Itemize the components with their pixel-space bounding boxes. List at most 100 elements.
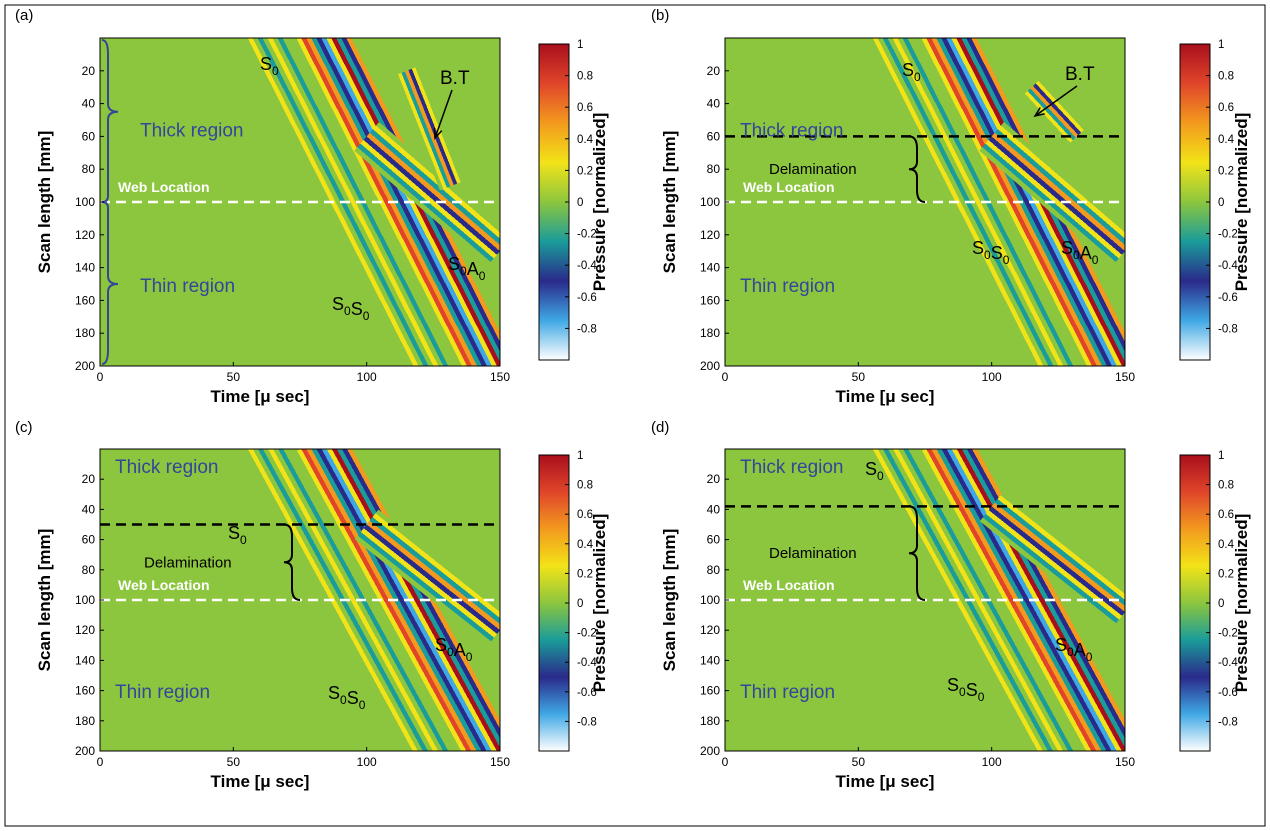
figure-border	[4, 4, 1266, 827]
mode-label-s0: S0	[228, 523, 247, 547]
x-tick-label: 0	[97, 370, 104, 384]
delamination-label: Delamination	[144, 554, 232, 571]
mode-label-s0: S0	[865, 459, 884, 483]
delamination-brace	[283, 523, 301, 601]
wave-packet	[1022, 78, 1087, 146]
colorbar-tick-label: -0.6	[1218, 292, 1238, 304]
y-tick-label: 40	[82, 97, 96, 111]
mode-label-s0a0: S0A0	[1061, 238, 1099, 267]
x-tick-label: 150	[1115, 370, 1135, 384]
mode-label-bt: B.T	[440, 68, 470, 89]
thin-region-label: Thin region	[140, 276, 235, 297]
colorbar-tick-label: -0.4	[1218, 260, 1238, 272]
panel-label: (d)	[651, 419, 669, 436]
y-axis-title: Scan length [mm]	[660, 131, 679, 274]
panel-c: (c) Web Location Delamination Thick region T…	[15, 419, 609, 791]
thick-region-label: Thick region	[740, 457, 844, 478]
y-tick-label: 120	[700, 623, 720, 637]
mode-label-s0: S0	[260, 54, 279, 78]
thin-region-label: Thin region	[115, 682, 210, 703]
x-tick-label: 150	[490, 755, 510, 769]
x-tick-label: 100	[357, 755, 377, 769]
y-tick-label: 80	[707, 563, 721, 577]
x-axis-title: Time [μ sec]	[211, 772, 310, 791]
y-tick-label: 40	[82, 502, 96, 516]
mode-label-s0a0: S0A0	[448, 254, 486, 283]
y-tick-label: 200	[700, 744, 720, 758]
colorbar-tick-label: -0.2	[1218, 229, 1238, 241]
x-axis-title: Time [μ sec]	[836, 772, 935, 791]
colorbar-tick-label: -0.4	[577, 260, 597, 272]
x-tick-label: 50	[227, 370, 241, 384]
bt-arrow-head	[1033, 107, 1045, 118]
colorbar-tick-label: 0.2	[577, 165, 593, 177]
y-axis-title: Scan length [mm]	[35, 529, 54, 672]
mode-label-s0s0: S0S0	[332, 294, 370, 323]
colorbar-tick-label: 0.8	[1218, 71, 1234, 83]
colorbar-title: Pressure [normalized]	[590, 514, 609, 693]
y-tick-label: 160	[75, 293, 95, 307]
colorbar-tick-label: 0	[577, 598, 583, 610]
colorbar-tick-label: -0.8	[577, 323, 597, 335]
bt-arrow-line	[434, 89, 453, 139]
y-tick-label: 120	[75, 228, 95, 242]
y-tick-label: 60	[82, 533, 96, 547]
colorbar	[1179, 43, 1211, 361]
colorbar-tick-label: -0.2	[577, 229, 597, 241]
mode-label-s0s0: S0S0	[972, 238, 1010, 267]
y-tick-label: 160	[700, 684, 720, 698]
colorbar-tick-label: -0.4	[1218, 657, 1238, 669]
colorbar	[538, 454, 570, 752]
colorbar-title: Pressure [normalized]	[590, 113, 609, 292]
delamination-brace	[908, 135, 926, 203]
y-tick-label: 100	[700, 195, 720, 209]
mode-label-s0s0: S0S0	[328, 683, 366, 712]
colorbar-tick-label: -0.8	[577, 716, 597, 728]
y-tick-label: 120	[700, 228, 720, 242]
colorbar-tick-label: -0.6	[577, 292, 597, 304]
y-tick-label: 180	[75, 326, 95, 340]
colorbar-tick-label: 0.2	[1218, 568, 1234, 580]
y-tick-label: 40	[707, 97, 721, 111]
wave-packet	[354, 509, 500, 646]
colorbar	[1179, 454, 1211, 752]
wave-packet	[979, 491, 1125, 627]
thin-region-label: Thin region	[740, 276, 835, 297]
wave-packet	[354, 122, 500, 266]
x-tick-label: 50	[852, 370, 866, 384]
colorbar-tick-label: -0.6	[577, 687, 597, 699]
wave-packet	[979, 122, 1125, 266]
panel-label: (a)	[15, 7, 33, 24]
colorbar-tick-label: 1	[1218, 450, 1224, 462]
colorbar-tick-label: 0.4	[577, 134, 594, 146]
colorbar-tick-label: 0	[1218, 197, 1224, 209]
x-tick-label: 0	[722, 370, 729, 384]
thin-region-brace	[101, 201, 119, 365]
y-tick-label: 160	[700, 293, 720, 307]
y-tick-label: 140	[700, 261, 720, 275]
delamination-label: Delamination	[769, 161, 857, 178]
colorbar-tick-label: 0.6	[577, 102, 593, 114]
web-location-label: Web Location	[743, 179, 835, 195]
colorbar-tick-label: 0.8	[1218, 480, 1234, 492]
y-tick-label: 180	[75, 714, 95, 728]
y-tick-label: 140	[75, 653, 95, 667]
y-tick-label: 60	[82, 129, 96, 143]
mode-label-s0a0: S0A0	[1055, 635, 1093, 664]
colorbar-tick-label: 0.4	[1218, 134, 1235, 146]
x-tick-label: 150	[1115, 755, 1135, 769]
colorbar	[538, 43, 570, 361]
colorbar-tick-label: 0	[577, 197, 583, 209]
x-tick-label: 100	[357, 370, 377, 384]
delamination-brace	[908, 505, 926, 601]
x-tick-label: 100	[982, 370, 1002, 384]
y-axis-title: Scan length [mm]	[35, 131, 54, 274]
colorbar-tick-label: 0.6	[1218, 102, 1234, 114]
y-tick-label: 200	[75, 744, 95, 758]
panel-d: (d) Web Location Delamination Thick region T…	[651, 419, 1251, 791]
thick-region-label: Thick region	[140, 120, 244, 141]
y-tick-label: 120	[75, 623, 95, 637]
colorbar-tick-label: 0.6	[1218, 509, 1234, 521]
x-tick-label: 50	[852, 755, 866, 769]
